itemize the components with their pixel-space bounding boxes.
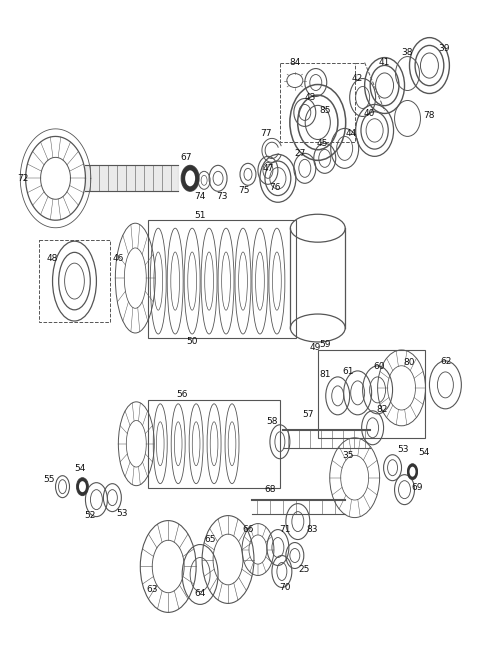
Ellipse shape xyxy=(409,467,416,477)
Text: 84: 84 xyxy=(289,58,300,67)
Text: 48: 48 xyxy=(47,253,58,263)
Text: 49: 49 xyxy=(309,343,321,352)
Text: 85: 85 xyxy=(319,106,331,115)
Text: 69: 69 xyxy=(412,483,423,492)
Bar xyxy=(318,350,425,438)
Text: 59: 59 xyxy=(319,341,331,350)
Ellipse shape xyxy=(185,170,195,186)
Text: 73: 73 xyxy=(216,192,228,201)
Text: 67: 67 xyxy=(180,153,192,162)
Text: 83: 83 xyxy=(306,525,318,534)
Text: 62: 62 xyxy=(441,358,452,366)
Text: 53: 53 xyxy=(398,445,409,454)
Text: 52: 52 xyxy=(85,511,96,520)
Text: 57: 57 xyxy=(302,410,313,419)
Text: 54: 54 xyxy=(75,464,86,473)
Text: 41: 41 xyxy=(379,58,390,67)
Text: 43: 43 xyxy=(304,93,315,102)
Text: 78: 78 xyxy=(424,111,435,120)
Ellipse shape xyxy=(76,477,88,496)
Text: 70: 70 xyxy=(279,583,290,592)
Text: 40: 40 xyxy=(364,109,375,118)
Text: 46: 46 xyxy=(113,253,124,263)
Text: 25: 25 xyxy=(298,565,310,574)
Text: 76: 76 xyxy=(269,183,281,192)
Text: 35: 35 xyxy=(342,451,353,460)
Text: 64: 64 xyxy=(194,589,206,598)
Bar xyxy=(38,240,110,322)
Text: 56: 56 xyxy=(177,390,188,400)
Text: 66: 66 xyxy=(242,525,254,534)
Text: 50: 50 xyxy=(186,337,198,346)
Text: 58: 58 xyxy=(266,417,277,426)
Text: 44: 44 xyxy=(346,129,357,138)
Bar xyxy=(148,220,296,338)
Text: 54: 54 xyxy=(419,448,430,457)
Text: 68: 68 xyxy=(264,485,276,494)
Text: 74: 74 xyxy=(194,192,206,201)
Text: 38: 38 xyxy=(402,48,413,57)
Text: 77: 77 xyxy=(260,129,272,138)
Text: 63: 63 xyxy=(146,585,158,594)
Text: 45: 45 xyxy=(316,139,327,148)
Text: 72: 72 xyxy=(17,174,28,183)
Text: 82: 82 xyxy=(376,405,387,415)
Text: 27: 27 xyxy=(294,149,305,158)
Bar xyxy=(148,400,280,488)
Text: 47: 47 xyxy=(262,164,274,173)
Ellipse shape xyxy=(79,481,86,492)
Ellipse shape xyxy=(181,165,199,191)
Text: 39: 39 xyxy=(439,44,450,53)
Text: 61: 61 xyxy=(342,367,353,377)
Text: 80: 80 xyxy=(404,358,415,367)
Text: 81: 81 xyxy=(319,370,331,379)
Ellipse shape xyxy=(407,464,418,479)
Text: 71: 71 xyxy=(279,525,290,534)
Text: 53: 53 xyxy=(117,509,128,518)
Text: 65: 65 xyxy=(204,535,216,544)
Text: 75: 75 xyxy=(238,186,250,195)
Text: 55: 55 xyxy=(43,475,54,484)
Text: 42: 42 xyxy=(352,74,363,83)
Bar xyxy=(280,63,355,142)
Text: 60: 60 xyxy=(374,362,385,371)
Text: 51: 51 xyxy=(194,211,206,219)
